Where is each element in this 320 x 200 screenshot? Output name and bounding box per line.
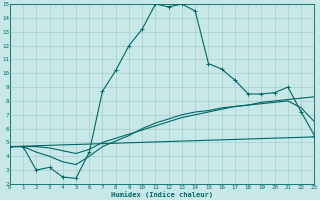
- X-axis label: Humidex (Indice chaleur): Humidex (Indice chaleur): [111, 191, 213, 198]
